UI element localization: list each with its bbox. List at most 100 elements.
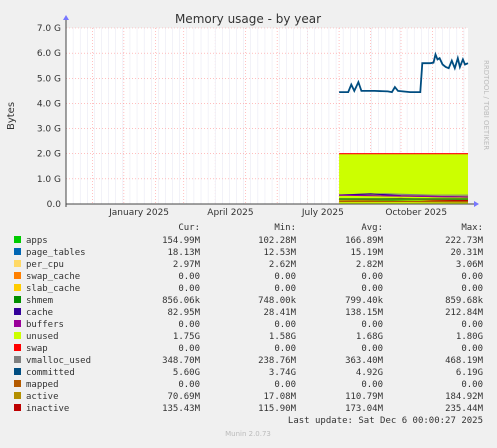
legend-swatch <box>14 308 21 315</box>
legend-item-active: active 70.69M 17.08M 110.79M 184.92M <box>14 392 484 402</box>
legend-item-apps: apps 154.99M 102.28M 166.89M 222.73M <box>14 236 484 246</box>
legend-swatch <box>14 296 21 303</box>
chart-title: Memory usage - by year <box>175 12 321 26</box>
legend-series-name: buffers <box>26 320 64 330</box>
legend-item-shmem: shmem 856.06k 748.00k 799.40k 859.68k <box>14 296 484 306</box>
legend-cur-value: 348.70M <box>162 356 201 366</box>
legend-cur-value: 1.75G <box>173 332 200 342</box>
y-tick-label: 2.0 G <box>37 150 61 160</box>
y-tick-label: 5.0 G <box>37 74 61 84</box>
legend-series-name: shmem <box>26 296 53 306</box>
legend-max-value: 0.00 <box>461 272 483 282</box>
legend-min-value: 2.62M <box>269 260 297 270</box>
legend-min-value: 0.00 <box>274 380 296 390</box>
legend-avg-value: 166.89M <box>345 236 384 246</box>
legend-avg-value: 138.15M <box>345 308 384 318</box>
legend-avg-value: 0.00 <box>361 320 383 330</box>
legend-series-name: committed <box>26 368 75 378</box>
legend-min-value: 102.28M <box>258 236 297 246</box>
legend-item-vmalloc-used: vmalloc_used 348.70M 238.76M 363.40M 468.19M <box>14 356 484 366</box>
legend-swatch <box>14 284 21 291</box>
legend-avg-value: 110.79M <box>345 392 384 402</box>
legend-avg-value: 363.40M <box>345 356 384 366</box>
legend-max-value: 0.00 <box>461 284 483 294</box>
legend-series-name: active <box>26 392 59 402</box>
legend-swatch <box>14 320 21 327</box>
legend-series-name: mapped <box>26 380 59 390</box>
x-tick-label: January 2025 <box>108 208 169 218</box>
legend-series-name: swap <box>26 344 48 354</box>
legend-avg-value: 0.00 <box>361 344 383 354</box>
legend-min-value: 12.53M <box>263 248 296 258</box>
legend-avg-value: 0.00 <box>361 272 383 282</box>
legend-max-value: 222.73M <box>445 236 484 246</box>
legend-min-value: 0.00 <box>274 284 296 294</box>
y-axis-arrow <box>63 15 69 20</box>
legend-swatch <box>14 248 21 255</box>
legend-header-max: Max: <box>461 223 483 233</box>
legend-header-avg: Avg: <box>361 223 383 233</box>
line-committed <box>339 51 469 94</box>
x-tick-label: April 2025 <box>207 208 253 218</box>
legend-swatch <box>14 272 21 279</box>
x-axis-arrow <box>474 201 479 207</box>
legend-avg-value: 15.19M <box>350 248 383 258</box>
y-tick-label: 0.0 <box>47 200 62 210</box>
legend-avg-value: 0.00 <box>361 380 383 390</box>
legend-max-value: 0.00 <box>461 380 483 390</box>
x-tick-labels: January 2025 April 2025 July 2025 October 2… <box>108 208 447 218</box>
legend-series-name: slab_cache <box>26 284 80 294</box>
legend-avg-value: 1.68G <box>356 332 383 342</box>
legend-cur-value: 0.00 <box>178 344 200 354</box>
legend-cur-value: 0.00 <box>178 320 200 330</box>
legend-max-value: 3.06M <box>456 260 484 270</box>
legend-item-cache: cache 82.95M 28.41M 138.15M 212.84M <box>14 308 484 318</box>
axes <box>63 15 479 207</box>
legend-max-value: 20.31M <box>450 248 483 258</box>
legend-item-per-cpu: per_cpu 2.97M 2.62M 2.82M 3.06M <box>14 260 484 270</box>
legend-swatch <box>14 344 21 351</box>
legend-item-buffers: buffers 0.00 0.00 0.00 0.00 <box>14 320 483 330</box>
legend-avg-value: 173.04M <box>345 404 384 414</box>
legend-avg-value: 2.82M <box>356 260 384 270</box>
y-tick-label: 7.0 G <box>37 24 61 34</box>
legend-swatch <box>14 368 21 375</box>
legend-cur-value: 0.00 <box>178 284 200 294</box>
legend-avg-value: 799.40k <box>345 296 384 306</box>
legend-series-name: vmalloc_used <box>26 356 91 366</box>
legend-swatch <box>14 392 21 399</box>
legend-series-name: unused <box>26 332 59 342</box>
x-tick-label: October 2025 <box>385 208 447 218</box>
legend-min-value: 1.58G <box>269 332 296 342</box>
legend-item-inactive: inactive 135.43M 115.90M 173.04M 235.44M <box>14 404 484 414</box>
legend-series-name: per_cpu <box>26 260 64 270</box>
legend-max-value: 859.68k <box>445 296 484 306</box>
legend-series-name: inactive <box>26 404 69 414</box>
legend-cur-value: 0.00 <box>178 272 200 282</box>
legend-item-swap-cache: swap_cache 0.00 0.00 0.00 0.00 <box>14 272 483 282</box>
legend-max-value: 212.84M <box>445 308 484 318</box>
legend-item-mapped: mapped 0.00 0.00 0.00 0.00 <box>14 380 483 390</box>
y-tick-label: 4.0 G <box>37 99 61 109</box>
legend-swatch <box>14 380 21 387</box>
y-tick-label: 3.0 G <box>37 125 61 135</box>
y-tick-label: 1.0 G <box>37 175 61 185</box>
legend-cur-value: 2.97M <box>173 260 201 270</box>
legend-max-value: 6.19G <box>456 368 483 378</box>
legend-min-value: 115.90M <box>258 404 297 414</box>
legend-max-value: 1.80G <box>456 332 483 342</box>
legend-item-unused: unused 1.75G 1.58G 1.68G 1.80G <box>14 332 483 342</box>
legend-cur-value: 0.00 <box>178 380 200 390</box>
legend-cur-value: 5.60G <box>173 368 200 378</box>
y-tick-labels: 0.0 1.0 G 2.0 G 3.0 G 4.0 G 5.0 G 6.0 G 7.0 G <box>37 24 61 210</box>
y-axis-label: Bytes <box>6 102 17 130</box>
legend-item-page-tables: page_tables 18.13M 12.53M 15.19M 20.31M <box>14 248 484 258</box>
legend-min-value: 0.00 <box>274 344 296 354</box>
legend-min-value: 28.41M <box>263 308 296 318</box>
legend-cur-value: 135.43M <box>162 404 201 414</box>
legend-series-name: page_tables <box>26 248 86 258</box>
legend-max-value: 184.92M <box>445 392 484 402</box>
legend-min-value: 0.00 <box>274 272 296 282</box>
rrdtool-side-label: RRDTOOL / TOBI OETIKER <box>482 60 490 150</box>
legend-swatch <box>14 332 21 339</box>
